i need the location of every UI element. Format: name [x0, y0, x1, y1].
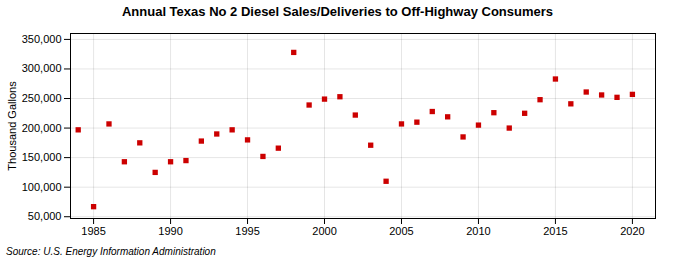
- svg-text:2015: 2015: [543, 225, 567, 237]
- svg-text:50,000: 50,000: [28, 210, 62, 222]
- html-text:Annual Texas No 2 Diesel Sales: Annual Texas No 2 Diesel Sales/Deliverie…: [122, 4, 553, 19]
- svg-text:300,000: 300,000: [22, 62, 62, 74]
- svg-text:1995: 1995: [235, 225, 259, 237]
- svg-text:150,000: 150,000: [22, 151, 62, 163]
- svg-text:1990: 1990: [158, 225, 182, 237]
- svg-text:350,000: 350,000: [22, 33, 62, 45]
- svg-text:200,000: 200,000: [22, 122, 62, 134]
- svg-text:2010: 2010: [466, 225, 490, 237]
- svg-text:250,000: 250,000: [22, 92, 62, 104]
- html-text:Source: U.S. Energy Informatio: Source: U.S. Energy Information Administ…: [6, 246, 216, 257]
- svg-text:2000: 2000: [312, 225, 336, 237]
- svg-text:1985: 1985: [81, 225, 105, 237]
- svg-text:Thousand Gallons: Thousand Gallons: [6, 81, 18, 171]
- svg-text:100,000: 100,000: [22, 181, 62, 193]
- svg-text:2020: 2020: [620, 225, 644, 237]
- svg-text:2005: 2005: [389, 225, 413, 237]
